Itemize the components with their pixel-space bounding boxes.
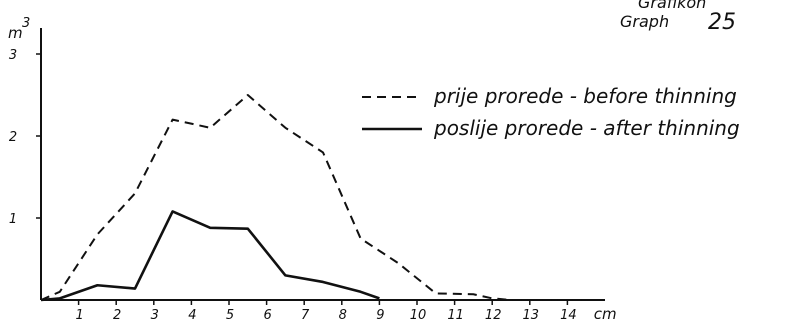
graph-number: 25 (708, 10, 736, 35)
y-tick-label: 3 (9, 48, 17, 63)
y-tick-label: 1 (9, 212, 17, 227)
x-tick-label: 13 (523, 308, 540, 322)
x-tick-label: 7 (301, 308, 310, 322)
x-tick-label: 1 (75, 308, 83, 322)
series-line-before-thinning (40, 94, 587, 301)
x-tick-label: 9 (376, 308, 384, 322)
x-tick-label: 4 (188, 308, 196, 322)
y-axis-label-superscript: 3 (22, 16, 30, 31)
legend-entry: prije prorede - before thinning (433, 84, 737, 108)
x-tick-label: 3 (151, 308, 159, 322)
legend: prije prorede - before thinning poslije p… (362, 84, 740, 140)
x-tick-label: 5 (226, 308, 234, 322)
series (40, 94, 587, 302)
x-tick-label: 11 (447, 308, 464, 322)
x-tick-label: 8 (339, 308, 347, 322)
x-tick-label: 12 (485, 308, 502, 322)
legend-entry: poslije prorede - after thinning (433, 116, 740, 140)
y-axis-label: m (8, 24, 23, 42)
graph-label-line2: Graph (620, 12, 669, 31)
x-tick-label: 2 (113, 308, 121, 322)
x-tick-label: 6 (263, 308, 271, 322)
x-tick-label: 10 (410, 308, 427, 322)
axes (40, 28, 605, 301)
x-axis-label: cm (594, 305, 617, 322)
y-tick-label: 2 (9, 130, 17, 145)
x-tick-label: 14 (560, 308, 577, 322)
series-line-after-thinning (40, 210, 380, 302)
graph-label-line1: Grafikon (638, 0, 706, 12)
